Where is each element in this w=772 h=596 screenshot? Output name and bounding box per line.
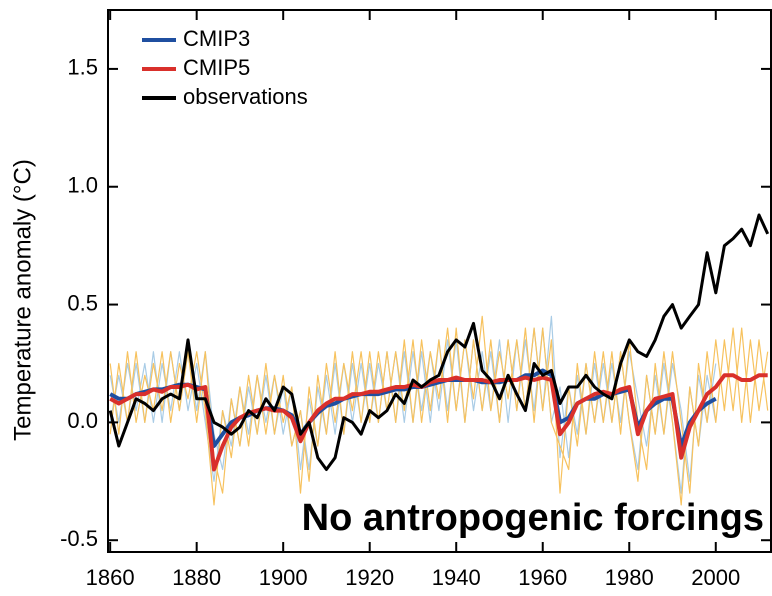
x-tick-label: 1860 [86, 565, 135, 590]
legend-label: CMIP5 [183, 55, 250, 80]
x-tick-label: 1920 [345, 565, 394, 590]
y-tick-label: -0.5 [60, 526, 98, 551]
y-tick-label: 1.0 [67, 173, 98, 198]
series-line [108, 213, 770, 471]
y-tick-label: 1.5 [67, 55, 98, 80]
legend-label: CMIP3 [183, 26, 250, 51]
x-tick-label: 2000 [691, 565, 740, 590]
plot-frame [107, 9, 772, 553]
x-tick-label: 1900 [259, 565, 308, 590]
ensemble-line [109, 315, 769, 506]
ensemble-line [109, 327, 769, 494]
y-tick-label: 0.0 [67, 408, 98, 433]
y-tick-label: 0.5 [67, 290, 98, 315]
legend-label: observations [183, 84, 308, 109]
x-tick-label: 1880 [172, 565, 221, 590]
series-line [109, 373, 768, 472]
x-tick-label: 1960 [518, 565, 567, 590]
x-tick-label: 1980 [605, 565, 654, 590]
x-tick-label: 1940 [432, 565, 481, 590]
annotation: No antropogenic forcings [302, 497, 764, 539]
y-axis-label: Temperature anomaly (°C) [9, 159, 36, 441]
